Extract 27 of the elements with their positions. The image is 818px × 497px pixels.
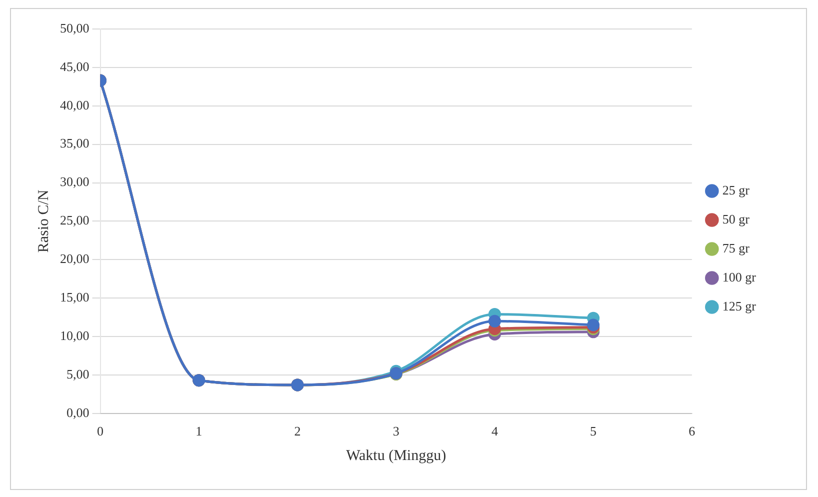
x-tick-label: 0 [97, 424, 104, 439]
y-tick-label: 40,00 [60, 97, 90, 112]
y-tick-label: 20,00 [60, 251, 90, 266]
x-tick-label: 3 [392, 424, 400, 439]
x-tick-label: 1 [196, 424, 202, 439]
x-axis-title: Waktu (Minggu) [346, 448, 446, 464]
y-axis-title: Rasio C/N [36, 190, 52, 253]
y-tick-label: 15,00 [60, 290, 90, 304]
y-tick-label: 50,00 [60, 20, 90, 36]
x-tick-label: 5 [590, 424, 597, 439]
y-tick-label: 0,00 [66, 404, 90, 420]
legend-label: 75 gr [722, 240, 750, 256]
y-tick-label: 35,00 [60, 136, 90, 151]
legend-label: 25 gr [722, 182, 750, 198]
legend-label: 100 gr [722, 269, 757, 284]
y-tick-label: 10,00 [60, 328, 90, 343]
x-tick-label: 4 [491, 424, 498, 439]
y-tick-label: 30,00 [60, 174, 90, 190]
y-tick-label: 25,00 [60, 212, 90, 228]
legend-label: 125 gr [722, 298, 757, 314]
y-tick-label: 45,00 [60, 58, 90, 74]
x-tick-label: 2 [294, 424, 301, 439]
point [587, 318, 600, 332]
point [488, 314, 501, 328]
legend-label: 50 gr [722, 211, 750, 226]
x-tick-label: 6 [688, 424, 696, 439]
y-tick-label: 5,00 [66, 366, 90, 382]
